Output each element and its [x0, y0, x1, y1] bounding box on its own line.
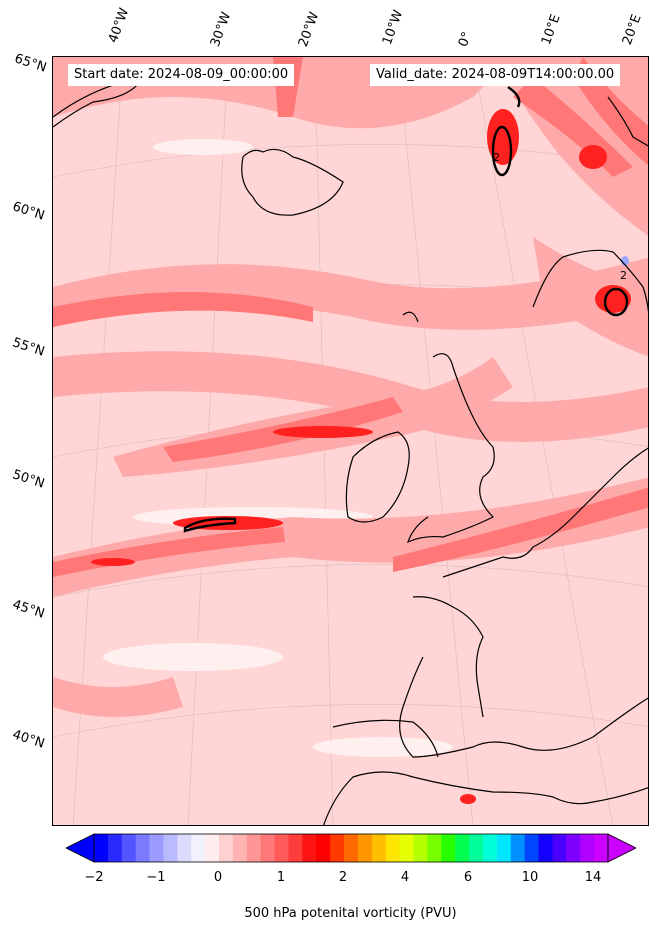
colorbar-cell — [94, 834, 109, 862]
colorbar-cell — [441, 834, 456, 862]
colorbar-cell — [538, 834, 553, 862]
colorbar-cell — [163, 834, 178, 862]
colorbar-cell — [302, 834, 317, 862]
map-panel: 2 2 — [52, 56, 649, 826]
colorbar-cell — [371, 834, 387, 862]
colorbar-cell — [330, 834, 345, 862]
colorbar-cell — [385, 834, 401, 862]
colorbar-cell — [274, 834, 289, 862]
colorbar-cell — [399, 834, 415, 862]
lat-label-55n: 55°N — [10, 335, 47, 360]
valid-date-label: Valid_date: 2024-08-09T14:00:00.00 — [370, 64, 621, 86]
svg-text:2: 2 — [620, 269, 627, 282]
lon-label-10w: 10°W — [379, 8, 407, 47]
colorbar-tick: 6 — [463, 870, 473, 885]
pv-2-contours — [183, 86, 629, 533]
lat-label-65n: 65°N — [12, 51, 49, 76]
coastlines — [53, 76, 648, 825]
colorbar-tick: 4 — [400, 870, 410, 885]
colorbar-cell — [580, 834, 595, 862]
pv-map: 2 2 — [53, 57, 648, 825]
colorbar-cell — [288, 834, 303, 862]
lon-label-40w: 40°W — [105, 6, 133, 45]
colorbar-tick: 2 — [338, 870, 348, 885]
lon-label-30w: 30°W — [207, 10, 235, 49]
lon-label-10e: 10°E — [538, 12, 564, 48]
colorbar-cell — [107, 834, 123, 862]
colorbar-cell — [552, 834, 567, 862]
negative-pv-spot — [621, 256, 629, 266]
lat-label-45n: 45°N — [10, 597, 47, 622]
lon-label-20e: 20°E — [619, 12, 645, 48]
colorbar-tick: −2 — [84, 870, 104, 885]
svg-text:2: 2 — [493, 151, 500, 164]
contour-labels: 2 2 — [493, 151, 627, 282]
colorbar-cell — [524, 834, 540, 862]
colorbar-tick: −1 — [146, 870, 166, 885]
lat-label-40n: 40°N — [10, 727, 47, 752]
colorbar-min-arrow — [66, 833, 95, 863]
colorbar-cell — [260, 834, 276, 862]
colorbar-cell — [232, 834, 248, 862]
lon-label-0: 0° — [455, 29, 476, 49]
colorbar-tick: 1 — [276, 870, 286, 885]
colorbar-cell — [219, 834, 234, 862]
colorbar-cell — [496, 834, 512, 862]
colorbar-label: 500 hPa potenital vorticity (PVU) — [244, 906, 457, 921]
start-date-label: Start date: 2024-08-09_00:00:00 — [68, 64, 295, 86]
colorbar-cell — [344, 834, 359, 862]
lat-label-60n: 60°N — [10, 199, 47, 224]
colorbar-cell — [427, 834, 442, 862]
colorbar — [66, 833, 636, 863]
colorbar-cell — [246, 834, 262, 862]
colorbar-cell — [135, 834, 151, 862]
colorbar-cell — [357, 834, 373, 862]
colorbar-tick: 10 — [521, 870, 539, 885]
colorbar-cell — [455, 834, 470, 862]
colorbar-cell — [469, 834, 484, 862]
colorbar-cell — [121, 834, 137, 862]
colorbar-cell — [205, 834, 220, 862]
colorbar-max-arrow — [607, 833, 636, 863]
colorbar-cell — [566, 834, 581, 862]
lon-label-20w: 20°W — [295, 10, 323, 49]
colorbar-cell — [316, 834, 331, 862]
colorbar-cell — [177, 834, 192, 862]
colorbar-cell — [594, 834, 609, 862]
colorbar-tick: 0 — [213, 870, 223, 885]
colorbar-tick: 14 — [584, 870, 602, 885]
colorbar-cell — [510, 834, 526, 862]
colorbar-cell — [482, 834, 498, 862]
colorbar-cell — [191, 834, 206, 862]
colorbar-cell — [149, 834, 164, 862]
lat-label-50n: 50°N — [10, 467, 47, 492]
colorbar-cell — [413, 834, 428, 862]
